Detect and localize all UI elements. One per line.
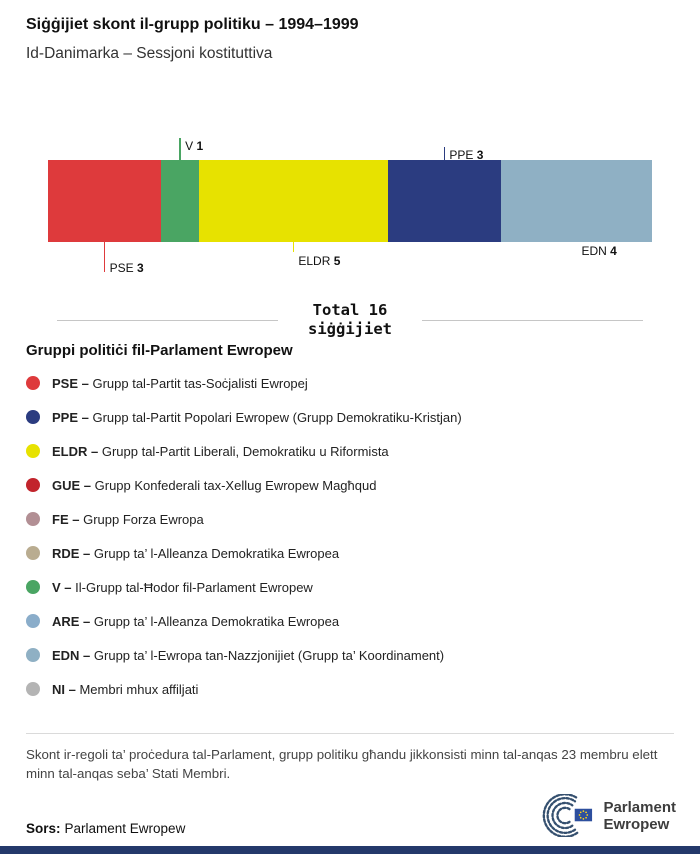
page-title: Siġġijiet skont il-grupp politiku – 1994… (26, 16, 359, 33)
bar-segment-eldr (199, 160, 388, 242)
legend-color-dot-rde (26, 546, 40, 560)
bar-track (48, 160, 652, 242)
legend-list: PSE – Grupp tal-Partit tas-Soċjalisti Ew… (26, 366, 674, 706)
legend-item-eldr: ELDR – Grupp tal-Partit Liberali, Demokr… (26, 434, 674, 468)
page-subtitle: Id-Danimarka – Sessjoni kostituttiva (26, 45, 273, 62)
legend-label-rde: RDE – Grupp ta’ l-Alleanza Demokratika E… (52, 545, 340, 561)
callout-line-eldr (292, 242, 295, 252)
total-divider-right (422, 319, 643, 321)
bar-segment-pse (48, 160, 162, 242)
legend-color-dot-gue (26, 478, 40, 492)
bar-segment-ppe (387, 160, 501, 242)
callout-label-ppe: PPE 3 (449, 148, 484, 162)
legend-color-dot-ni (26, 682, 40, 696)
legend-label-fe: FE – Grupp Forza Ewropa (52, 511, 204, 527)
source-label: Sors: (26, 821, 61, 836)
legend-item-gue: GUE – Grupp Konfederali tax-Xellug Ewrop… (26, 468, 674, 502)
bar-segment-v (161, 160, 199, 242)
legend-label-ni: NI – Membri mhux affiljati (52, 681, 199, 697)
callout-label-pse: PSE 3 (109, 261, 144, 275)
legend-color-dot-eldr (26, 444, 40, 458)
legend-color-dot-ppe (26, 410, 40, 424)
total-label-line1: Total 16 (312, 301, 388, 319)
legend-color-dot-pse (26, 376, 40, 390)
legend-label-gue: GUE – Grupp Konfederali tax-Xellug Ewrop… (52, 477, 377, 493)
callout-label-eldr: ELDR 5 (298, 254, 341, 268)
bar-segment-edn (501, 160, 652, 242)
footnote-divider (26, 733, 674, 734)
legend-item-v: V – Il-Grupp tal-Ħodor fil-Parlament Ewr… (26, 570, 674, 604)
callout-label-v: V 1 (185, 139, 204, 153)
legend-item-rde: RDE – Grupp ta’ l-Alleanza Demokratika E… (26, 536, 674, 570)
legend-label-ppe: PPE – Grupp tal-Partit Popolari Ewropew … (52, 409, 462, 425)
total-divider-left (57, 319, 278, 321)
legend-heading: Gruppi politiċi fil-Parlament Ewropew (26, 342, 293, 359)
callout-line-v (179, 138, 181, 160)
bottom-accent-bar (0, 846, 700, 854)
legend-item-ppe: PPE – Grupp tal-Partit Popolari Ewropew … (26, 400, 674, 434)
total-row: Total 16 siġġijiet (57, 301, 643, 339)
ep-logo-line1: Parlament (603, 798, 676, 816)
legend-color-dot-edn (26, 648, 40, 662)
source-line: Sors: Parlament Ewropew (26, 821, 185, 836)
legend-color-dot-fe (26, 512, 40, 526)
ep-logo-line2: Ewropew (603, 815, 670, 833)
eu-flag-icon (575, 808, 593, 822)
legend-label-pse: PSE – Grupp tal-Partit tas-Soċjalisti Ew… (52, 375, 308, 391)
legend-color-dot-are (26, 614, 40, 628)
total-label-line2: siġġijiet (308, 320, 392, 338)
callout-line-pse (103, 242, 106, 272)
footnote: Skont ir-regoli ta’ proċedura tal-Parlam… (26, 747, 658, 781)
ep-logo-wordmark: Parlament Ewropew (603, 799, 676, 833)
legend-item-edn: EDN – Grupp ta’ l-Ewropa tan-Nazzjonijie… (26, 638, 674, 672)
callout-line-ppe (443, 147, 446, 160)
legend-label-are: ARE – Grupp ta’ l-Alleanza Demokratika E… (52, 613, 340, 629)
legend-label-eldr: ELDR – Grupp tal-Partit Liberali, Demokr… (52, 443, 389, 459)
legend-item-pse: PSE – Grupp tal-Partit tas-Soċjalisti Ew… (26, 366, 674, 400)
total-label: Total 16 siġġijiet (278, 301, 422, 339)
callout-label-edn: EDN 4 (581, 244, 617, 258)
legend-label-edn: EDN – Grupp ta’ l-Ewropa tan-Nazzjonijie… (52, 647, 445, 663)
legend-color-dot-v (26, 580, 40, 594)
hemicycle-icon (543, 794, 593, 837)
source-value: Parlament Ewropew (64, 821, 186, 836)
ep-logo: Parlament Ewropew (540, 794, 676, 837)
legend-item-are: ARE – Grupp ta’ l-Alleanza Demokratika E… (26, 604, 674, 638)
legend-section: Gruppi politiċi fil-Parlament Ewropew PS… (26, 342, 674, 706)
legend-item-ni: NI – Membri mhux affiljati (26, 672, 674, 706)
seats-stacked-bar-chart: PSE 3 V 1 ELDR 5 PPE 3 EDN 4 (48, 130, 652, 290)
header: Siġġijiet skont il-grupp politiku – 1994… (26, 16, 674, 63)
legend-item-fe: FE – Grupp Forza Ewropa (26, 502, 674, 536)
legend-label-v: V – Il-Grupp tal-Ħodor fil-Parlament Ewr… (52, 579, 313, 595)
